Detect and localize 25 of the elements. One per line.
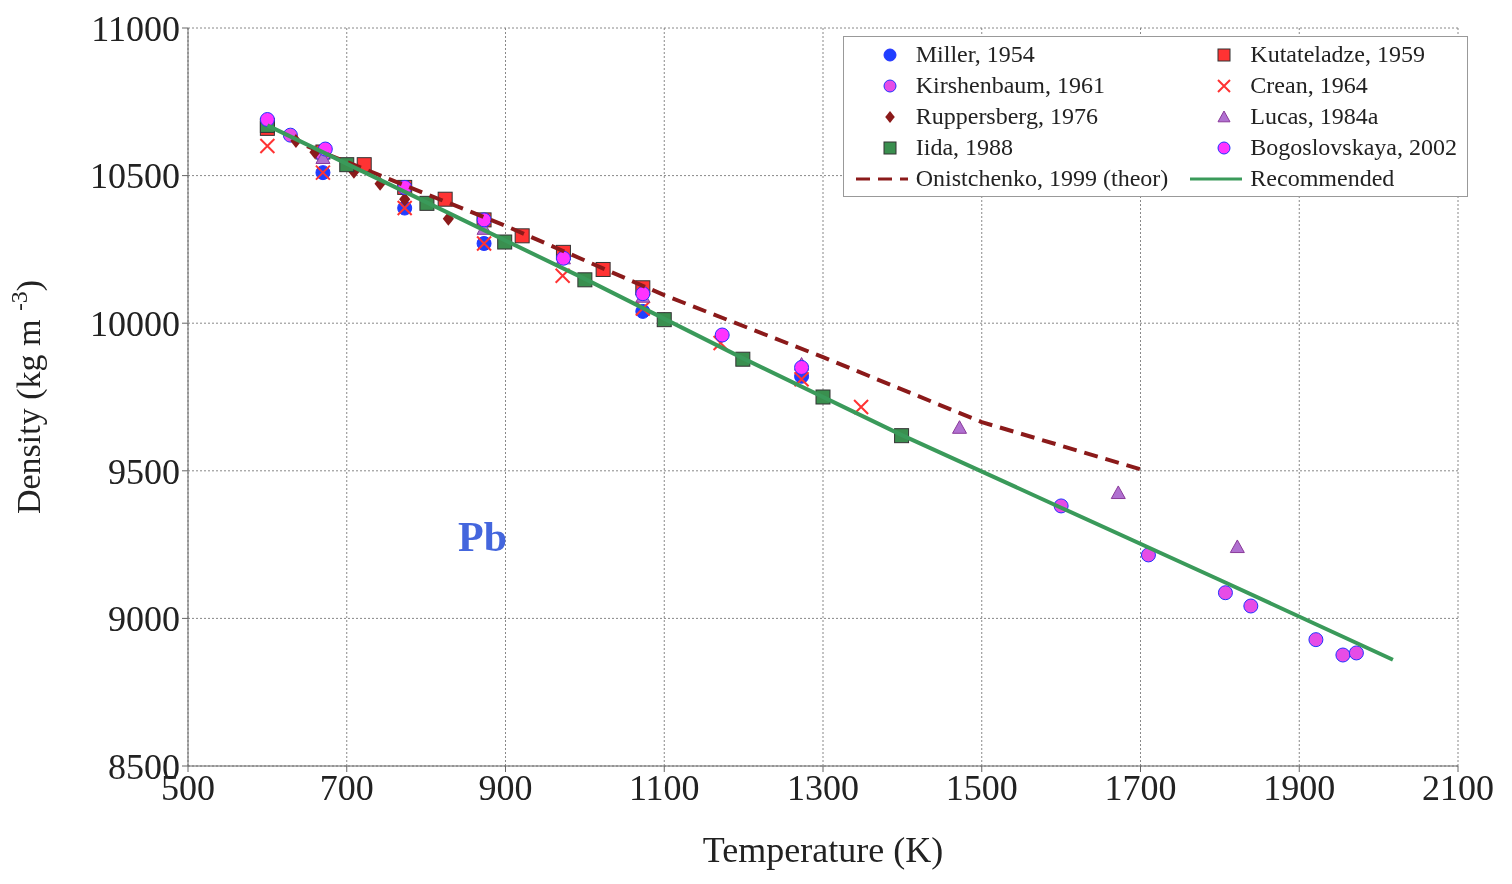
y-tick-label: 11000 <box>91 8 180 49</box>
legend-label: Crean, 1964 <box>1250 72 1368 99</box>
legend-label: Lucas, 1984a <box>1250 103 1379 130</box>
y-tick-label: 10000 <box>90 303 180 344</box>
legend-label: Iida, 1988 <box>915 134 1014 161</box>
x-tick-label: 900 <box>478 767 533 808</box>
legend-label: Kirshenbaum, 1961 <box>915 72 1106 99</box>
x-tick-label: 1300 <box>787 767 859 808</box>
y-tick-label: 9000 <box>108 599 180 640</box>
legend-label: Ruppersberg, 1976 <box>915 103 1098 130</box>
y-tick-label: 9500 <box>108 451 180 492</box>
y-tick-label: 10500 <box>90 156 180 197</box>
x-tick-label: 1500 <box>945 767 1018 808</box>
legend-label: Kutateladze, 1959 <box>1250 41 1425 68</box>
legend-label: Miller, 1954 <box>915 41 1035 68</box>
x-tick-label: 1700 <box>1104 767 1177 808</box>
legend-label: Recommended <box>1250 165 1395 192</box>
x-axis-title: Temperature (K) <box>702 830 944 870</box>
annotation: Pb <box>458 513 508 561</box>
x-tick-label: 1900 <box>1263 767 1336 808</box>
x-tick-label: 2100 <box>1422 767 1494 808</box>
legend-label: Onistchenko, 1999 (theor) <box>915 165 1169 192</box>
legend-label: Bogoslovskaya, 2002 <box>1250 134 1457 161</box>
x-tick-label: 700 <box>319 767 374 808</box>
x-tick-label: 1100 <box>628 767 700 808</box>
